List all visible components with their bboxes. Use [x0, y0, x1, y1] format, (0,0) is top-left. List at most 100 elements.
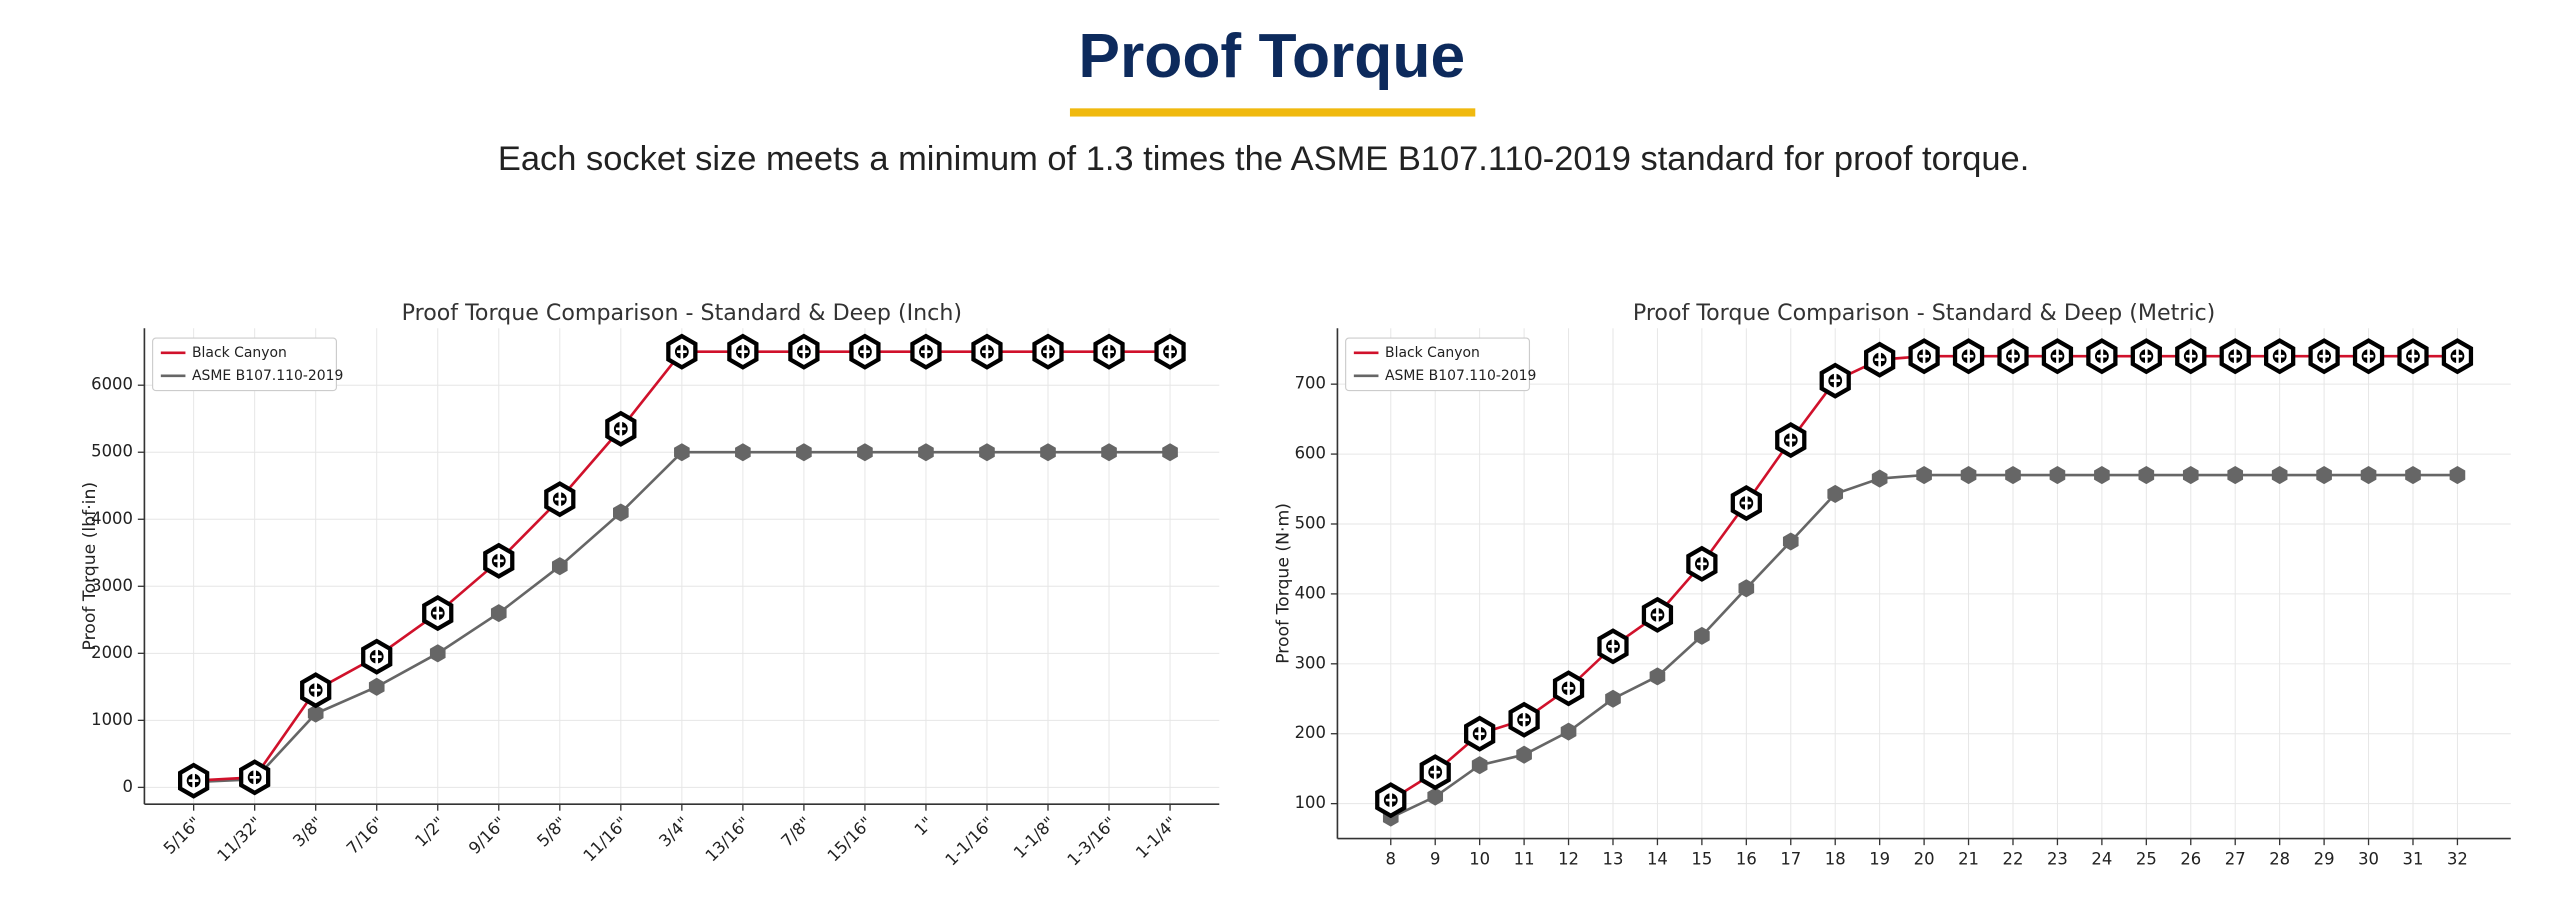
standard-marker [1694, 626, 1710, 645]
x-tick-label: 27 [2225, 849, 2246, 868]
legend-label: Black Canyon [192, 345, 287, 361]
y-tick-label: 2000 [91, 643, 133, 662]
marker-icon [310, 688, 321, 692]
socket-marker [2352, 338, 2385, 375]
marker-icon [1165, 350, 1175, 354]
marker-hex [1827, 484, 1844, 503]
socket-marker [178, 762, 210, 799]
marker-icon [1608, 645, 1618, 648]
x-tick-label: 25 [2136, 849, 2157, 868]
marker-hex [1101, 443, 1117, 462]
marker-icon [1919, 354, 1930, 358]
marker-icon [1104, 350, 1114, 354]
socket-marker [849, 333, 881, 370]
x-tick-label: 32 [2447, 849, 2468, 868]
socket-marker [1864, 341, 1896, 378]
marker-hex [2182, 466, 2199, 485]
x-tick-label: 17 [1780, 849, 1801, 868]
standard-marker [1605, 689, 1621, 708]
x-tick-label: 20 [1914, 849, 1935, 868]
marker-hex [1560, 722, 1577, 741]
legend-label: Black Canyon [1385, 345, 1480, 361]
x-tick-label: 1-3/16" [1064, 813, 1120, 869]
marker-icon [2052, 354, 2063, 358]
socket-marker [727, 333, 759, 370]
marker-icon [676, 350, 687, 354]
marker-hex [735, 443, 751, 462]
x-tick-label: 5/16" [160, 813, 205, 858]
marker-icon [1963, 354, 1974, 358]
marker-icon [615, 427, 626, 431]
marker-hex [2316, 466, 2332, 485]
marker-icon [2230, 354, 2241, 358]
standard-marker [1916, 466, 1932, 485]
standard-marker [2049, 466, 2066, 485]
x-tick-label: 31 [2403, 849, 2424, 868]
x-tick-label: 24 [2091, 849, 2112, 868]
y-tick-label: 100 [1295, 793, 1326, 812]
marker-icon [1874, 358, 1885, 362]
socket-marker [2086, 338, 2118, 375]
marker-icon [188, 779, 199, 782]
marker-icon [2363, 354, 2374, 358]
marker-icon [2319, 354, 2330, 358]
socket-marker [1641, 596, 1674, 633]
x-tick-label: 7/16" [343, 813, 388, 858]
standard-marker [674, 443, 690, 462]
marker-hex [307, 704, 324, 723]
y-tick-label: 5000 [91, 442, 133, 461]
marker-icon [1385, 798, 1396, 802]
standard-marker [2005, 466, 2021, 485]
y-axis-label: Proof Torque (lbf·in) [80, 482, 100, 651]
y-axis-label: Proof Torque (N·m) [1273, 503, 1293, 664]
marker-hex [429, 644, 446, 663]
x-tick-label: 14 [1647, 849, 1668, 868]
marker-hex [490, 604, 507, 623]
standard-marker [1960, 466, 1977, 485]
standard-marker [1101, 443, 1117, 462]
standard-marker [613, 503, 629, 522]
y-tick-label: 3000 [91, 576, 133, 595]
x-tick-label: 21 [1958, 849, 1979, 868]
marker-hex [2227, 466, 2244, 485]
y-tick-label: 1000 [91, 710, 133, 729]
marker-icon [432, 611, 443, 615]
socket-marker [2308, 338, 2340, 375]
marker-icon [2008, 354, 2018, 358]
standard-marker [796, 443, 812, 462]
x-tick-label: 9 [1430, 849, 1440, 868]
y-tick-label: 300 [1295, 653, 1326, 672]
x-tick-label: 15/16" [824, 813, 876, 865]
socket-marker [1552, 670, 1585, 707]
legend-box [152, 337, 337, 392]
x-tick-label: 16 [1736, 849, 1757, 868]
marker-hex [1427, 787, 1444, 806]
x-tick-label: 11/16" [580, 813, 632, 865]
marker-hex [2005, 466, 2021, 485]
standard-marker [857, 443, 873, 462]
standard-marker [551, 557, 568, 576]
x-tick-label: 10 [1469, 849, 1490, 868]
socket-marker [910, 333, 942, 370]
marker-hex [1649, 667, 1666, 686]
standard-marker [2405, 466, 2421, 485]
chart-title: Proof Torque Comparison - Standard & Dee… [1633, 300, 2215, 326]
standard-marker [429, 644, 446, 663]
marker-hex [2138, 466, 2155, 485]
marker-icon [2096, 354, 2107, 358]
marker-icon [1474, 732, 1485, 736]
marker-hex [2049, 466, 2066, 485]
socket-marker [1997, 338, 2029, 375]
y-tick-label: 4000 [91, 509, 133, 528]
standard-marker [1162, 443, 1178, 462]
standard-marker [1738, 579, 1755, 598]
x-tick-label: 28 [2269, 849, 2290, 868]
marker-hex [2405, 466, 2421, 485]
y-tick-label: 400 [1295, 583, 1326, 602]
socket-marker [2175, 338, 2207, 375]
marker-hex [796, 443, 812, 462]
marker-hex [1871, 469, 1888, 488]
socket-marker [2264, 338, 2296, 375]
socket-marker [1419, 754, 1451, 791]
